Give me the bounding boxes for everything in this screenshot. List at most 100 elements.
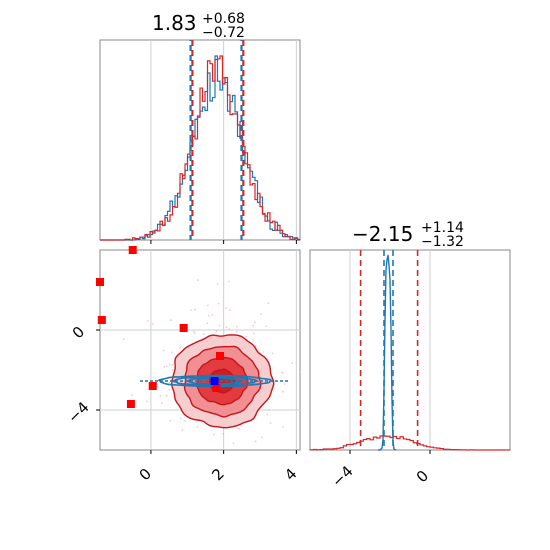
scatter-point <box>122 338 125 341</box>
title-param-2: −2.15 <box>352 222 413 246</box>
scatter-point <box>207 304 209 307</box>
red-outlier-point <box>212 384 221 392</box>
title-param-1-minus: −0.72 <box>202 25 245 41</box>
scatter-point <box>222 433 224 435</box>
scatter-point <box>237 427 240 430</box>
hist-top-red <box>100 55 300 241</box>
scatter-point <box>170 319 172 322</box>
panel-br-frame <box>309 249 511 451</box>
scatter-point <box>146 400 149 403</box>
tick-label-bl-x: 4 <box>281 465 300 484</box>
scatter-point <box>281 390 284 393</box>
title-param-1-plus: +0.68 <box>202 11 245 27</box>
scatter-point <box>259 313 262 315</box>
scatter-point <box>254 440 257 443</box>
scatter-point <box>168 363 171 366</box>
scatter-point <box>213 433 215 436</box>
scatter-point <box>168 382 171 384</box>
truth-marker <box>210 377 219 385</box>
scatter-point <box>235 330 238 333</box>
scatter-point <box>179 417 182 420</box>
scatter-point <box>165 394 168 397</box>
scatter-point <box>217 302 220 305</box>
scatter-point <box>171 363 174 366</box>
scatter-point <box>206 322 209 325</box>
scatter-point <box>228 280 231 283</box>
tick-label-br-x: −4 <box>328 462 356 490</box>
red-outlier-point <box>179 324 188 332</box>
panel-bl-frame <box>99 249 301 451</box>
scatter-point <box>193 330 195 333</box>
scatter-point <box>160 402 163 404</box>
panel-tl-frame <box>99 39 301 241</box>
scatter-point <box>291 362 293 364</box>
scatter-point <box>193 332 196 335</box>
scatter-point <box>267 302 270 305</box>
scatter-point <box>168 389 171 391</box>
scatter-point <box>229 309 231 311</box>
scatter-point <box>232 442 235 444</box>
scatter-point <box>238 427 241 430</box>
title-param-2-plus: +1.14 <box>421 220 464 236</box>
scatter-point <box>225 326 228 329</box>
scatter-point <box>253 321 256 324</box>
scatter-point <box>282 426 285 428</box>
scatter-point <box>261 436 263 439</box>
scatter-point <box>152 323 154 325</box>
scatter-point <box>269 422 272 424</box>
tick-label-bl-x: 0 <box>136 465 155 484</box>
scatter-point <box>254 344 257 347</box>
hist-right-red <box>309 435 510 451</box>
scatter-point <box>262 351 265 353</box>
panel-top-left-hist <box>99 39 301 241</box>
scatter-point <box>131 394 134 396</box>
red-outlier-point <box>216 352 224 360</box>
scatter-point <box>183 420 186 422</box>
scatter-point <box>194 308 197 311</box>
scatter-point <box>172 369 174 371</box>
scatter-point <box>190 309 192 311</box>
title-param-1: 1.83 <box>152 11 197 35</box>
contour-blue-level-2 <box>187 377 243 385</box>
scatter-point <box>162 349 165 352</box>
title-param-2-minus: −1.32 <box>421 234 464 250</box>
right-hist-layer <box>309 250 510 451</box>
scatter-point <box>163 366 166 368</box>
scatter-point <box>299 370 301 373</box>
scatter-point <box>179 346 182 349</box>
scatter-point <box>216 283 219 286</box>
red-outlier-point <box>148 382 157 390</box>
panel-bottom-right-hist <box>309 249 511 451</box>
scatter-point <box>196 279 199 282</box>
scatter-point <box>228 328 231 330</box>
scatter-point <box>252 339 255 341</box>
red-outlier-point <box>128 246 137 254</box>
tick-label-br-x: 0 <box>413 467 432 486</box>
scatter-point <box>225 307 228 309</box>
top-hist-layer <box>100 40 301 241</box>
panel-bottom-left-2d <box>99 249 301 451</box>
red-outlier-point <box>96 278 104 286</box>
scatter-point <box>165 365 168 367</box>
scatter-point <box>265 325 268 328</box>
scatter-point <box>283 383 286 385</box>
scatter-point <box>266 413 269 416</box>
tick-label-bl-x: 2 <box>208 465 227 484</box>
scatter-point <box>181 429 184 431</box>
tick-label-bl-y: −4 <box>64 398 92 426</box>
scatter-point <box>252 324 255 327</box>
scatter-point <box>207 314 210 317</box>
contour-blue-level-1 <box>172 376 258 386</box>
scatter-point <box>271 352 274 355</box>
contour-layer <box>96 246 301 450</box>
scatter-point <box>202 333 205 336</box>
scatter-point <box>245 335 248 338</box>
scatter-point <box>159 394 162 397</box>
red-outlier-point <box>126 400 135 408</box>
scatter-point <box>215 330 218 333</box>
red-outlier-point <box>97 316 106 324</box>
tick-label-bl-y: 0 <box>69 323 88 342</box>
scatter-point <box>218 324 221 327</box>
scatter-point <box>170 351 173 354</box>
scatter-point <box>146 320 149 322</box>
